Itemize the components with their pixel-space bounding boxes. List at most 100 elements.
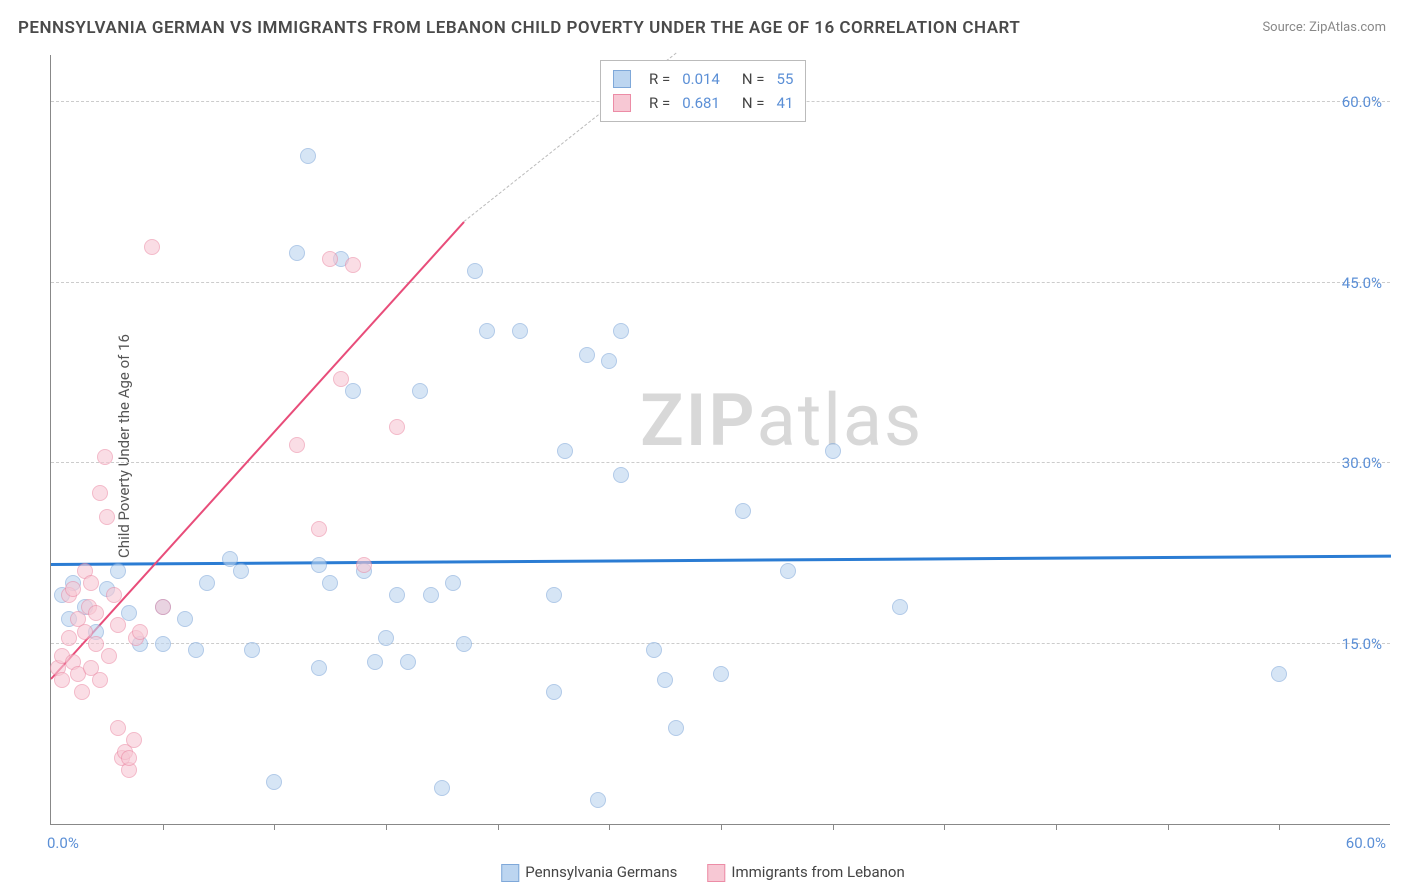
- data-point: [345, 383, 361, 399]
- gridline: [51, 462, 1390, 463]
- data-point: [601, 353, 617, 369]
- data-point: [412, 383, 428, 399]
- legend-item: Pennsylvania Germans: [501, 863, 677, 882]
- watermark: ZIPatlas: [640, 378, 923, 463]
- regression-line: [50, 221, 465, 680]
- source-attribution: Source: ZipAtlas.com: [1262, 20, 1386, 35]
- gridline: [51, 282, 1390, 283]
- data-point: [101, 648, 117, 664]
- data-point: [668, 720, 684, 736]
- x-tick: [386, 824, 387, 830]
- data-point: [613, 323, 629, 339]
- data-point: [244, 642, 260, 658]
- data-point: [88, 605, 104, 621]
- n-value: 41: [777, 91, 794, 115]
- data-point: [88, 636, 104, 652]
- data-point: [144, 239, 160, 255]
- data-point: [289, 437, 305, 453]
- data-point: [546, 587, 562, 603]
- x-tick: [1168, 824, 1169, 830]
- data-point: [467, 263, 483, 279]
- data-point: [400, 654, 416, 670]
- x-max-label: 60.0%: [1346, 834, 1386, 852]
- data-point: [646, 642, 662, 658]
- data-point: [74, 684, 90, 700]
- data-point: [65, 581, 81, 597]
- data-point: [445, 575, 461, 591]
- data-point: [322, 251, 338, 267]
- data-point: [423, 587, 439, 603]
- data-point: [97, 449, 113, 465]
- data-point: [378, 630, 394, 646]
- data-point: [61, 630, 77, 646]
- data-point: [546, 684, 562, 700]
- x-tick: [1279, 824, 1280, 830]
- legend-label: Immigrants from Lebanon: [731, 863, 904, 881]
- r-value: 0.014: [682, 67, 720, 91]
- data-point: [106, 587, 122, 603]
- r-value: 0.681: [682, 91, 720, 115]
- data-point: [155, 599, 171, 615]
- x-tick: [721, 824, 722, 830]
- data-point: [110, 720, 126, 736]
- data-point: [579, 347, 595, 363]
- data-point: [512, 323, 528, 339]
- data-point: [825, 443, 841, 459]
- x-min-label: 0.0%: [47, 834, 79, 852]
- data-point: [389, 419, 405, 435]
- plot-area: ZIPatlas 15.0%30.0%45.0%60.0%0.0%60.0%R …: [50, 55, 1390, 825]
- data-point: [590, 792, 606, 808]
- data-point: [322, 575, 338, 591]
- data-point: [333, 371, 349, 387]
- legend-label: Pennsylvania Germans: [525, 863, 677, 881]
- data-point: [177, 611, 193, 627]
- data-point: [233, 563, 249, 579]
- source-link[interactable]: ZipAtlas.com: [1309, 20, 1386, 35]
- data-point: [300, 148, 316, 164]
- correlation-row: R = 0.014N = 55: [613, 67, 793, 91]
- data-point: [311, 660, 327, 676]
- series-swatch: [501, 864, 519, 882]
- x-tick: [944, 824, 945, 830]
- data-point: [456, 636, 472, 652]
- data-point: [289, 245, 305, 261]
- data-point: [434, 780, 450, 796]
- data-point: [892, 599, 908, 615]
- x-tick: [274, 824, 275, 830]
- data-point: [657, 672, 673, 688]
- data-point: [613, 467, 629, 483]
- data-point: [199, 575, 215, 591]
- chart-title: PENNSYLVANIA GERMAN VS IMMIGRANTS FROM L…: [18, 18, 1020, 38]
- data-point: [345, 257, 361, 273]
- y-tick-label: 60.0%: [1342, 93, 1382, 111]
- data-point: [126, 732, 142, 748]
- series-swatch: [613, 94, 631, 112]
- data-point: [188, 642, 204, 658]
- data-point: [92, 672, 108, 688]
- y-tick-label: 15.0%: [1342, 635, 1382, 653]
- x-tick: [498, 824, 499, 830]
- data-point: [110, 617, 126, 633]
- series-swatch: [707, 864, 725, 882]
- data-point: [311, 521, 327, 537]
- data-point: [356, 557, 372, 573]
- data-point: [121, 750, 137, 766]
- data-point: [54, 672, 70, 688]
- data-point: [311, 557, 327, 573]
- n-value: 55: [777, 67, 794, 91]
- series-swatch: [613, 70, 631, 88]
- data-point: [99, 509, 115, 525]
- legend-item: Immigrants from Lebanon: [707, 863, 904, 882]
- data-point: [479, 323, 495, 339]
- regression-line: [51, 554, 1391, 565]
- data-point: [83, 575, 99, 591]
- data-point: [1271, 666, 1287, 682]
- y-tick-label: 45.0%: [1342, 274, 1382, 292]
- data-point: [389, 587, 405, 603]
- data-point: [713, 666, 729, 682]
- x-tick: [1056, 824, 1057, 830]
- data-point: [266, 774, 282, 790]
- legend: Pennsylvania Germans Immigrants from Leba…: [501, 863, 905, 882]
- data-point: [110, 563, 126, 579]
- x-tick: [163, 824, 164, 830]
